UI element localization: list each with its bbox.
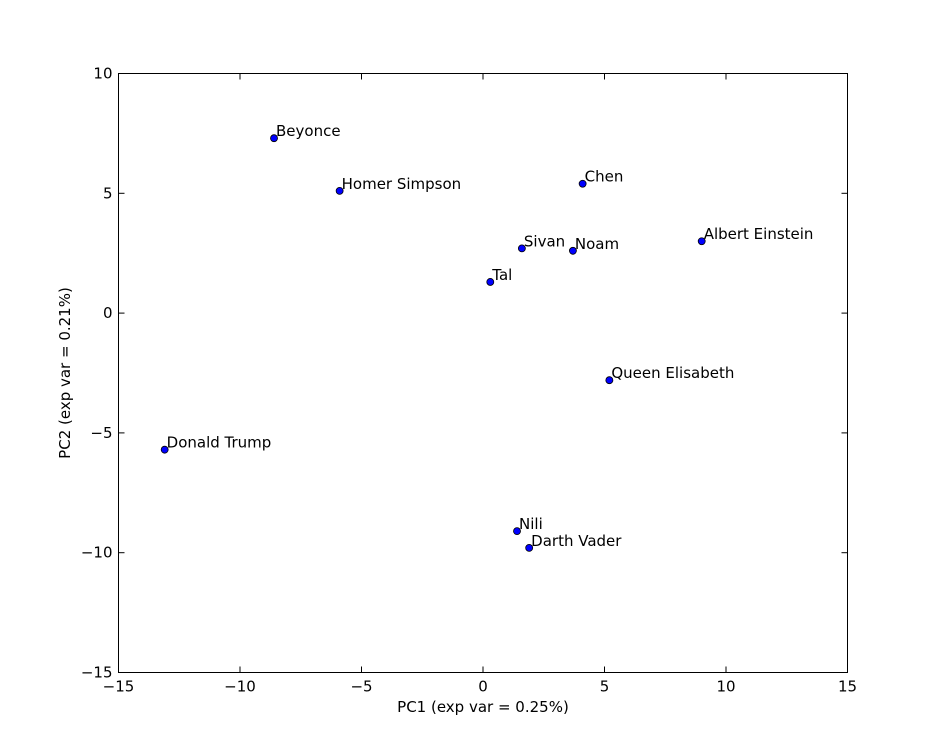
point-label: Nili bbox=[519, 515, 543, 533]
x-tick-label: 5 bbox=[600, 678, 610, 696]
x-tick-label: 10 bbox=[716, 678, 735, 696]
y-tick-label: −10 bbox=[81, 544, 113, 562]
point-label: Darth Vader bbox=[531, 532, 622, 550]
point bbox=[525, 544, 534, 552]
y-tick-label: 5 bbox=[103, 184, 113, 202]
y-tick-label: −15 bbox=[81, 664, 113, 682]
point bbox=[605, 376, 614, 385]
y-tick-label: 10 bbox=[93, 65, 112, 83]
point-label: Tal bbox=[491, 266, 512, 284]
point-label: Homer Simpson bbox=[342, 175, 462, 193]
y-tick-label: 0 bbox=[103, 304, 113, 322]
point-label: Noam bbox=[575, 235, 619, 253]
point-label: Queen Elisabeth bbox=[611, 364, 734, 382]
x-tick-label: −5 bbox=[350, 678, 372, 696]
point-label: Albert Einstein bbox=[704, 225, 814, 243]
y-axis-label: PC2 (exp var = 0.21%) bbox=[56, 287, 74, 459]
point bbox=[513, 527, 521, 536]
x-tick-label: −15 bbox=[103, 678, 135, 696]
point-label: Donald Trump bbox=[167, 434, 272, 452]
point-label: Chen bbox=[585, 168, 624, 186]
y-tick-label: −5 bbox=[90, 424, 112, 442]
point-label: Beyonce bbox=[276, 122, 341, 140]
x-tick-label: 15 bbox=[838, 678, 857, 696]
point bbox=[578, 179, 587, 188]
point bbox=[335, 187, 344, 195]
point-label: Sivan bbox=[524, 232, 565, 250]
x-tick-label: −10 bbox=[224, 678, 256, 696]
point bbox=[697, 237, 706, 246]
x-axis-label: PC1 (exp var = 0.25%) bbox=[397, 698, 569, 716]
point bbox=[517, 244, 526, 253]
x-tick-label: 0 bbox=[478, 678, 488, 696]
point bbox=[486, 278, 495, 286]
point bbox=[160, 445, 169, 454]
point bbox=[569, 246, 577, 255]
point bbox=[270, 134, 278, 143]
